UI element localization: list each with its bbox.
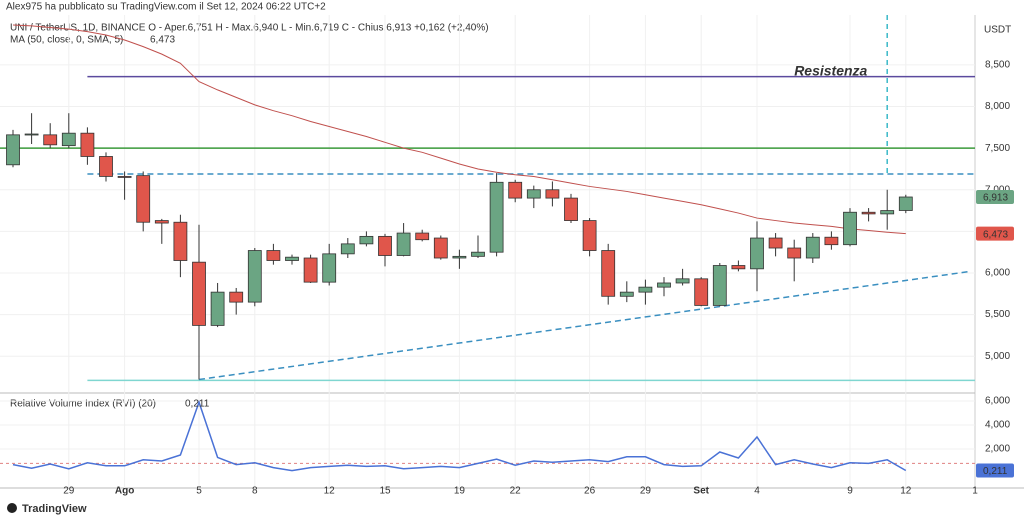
x-tick-label: 12	[324, 486, 336, 497]
x-tick-label: 15	[379, 486, 391, 497]
candle-body	[80, 132, 95, 157]
candle-body	[471, 251, 485, 257]
candle-body	[117, 176, 132, 178]
candle-body	[359, 235, 374, 245]
candle-body	[266, 250, 281, 261]
candle-body	[805, 236, 820, 259]
x-tick-label: 26	[584, 486, 596, 497]
candle-body	[154, 220, 169, 224]
x-tick-label: 1	[972, 486, 978, 497]
x-tick-label: 8	[252, 486, 258, 497]
candle-body	[192, 261, 206, 326]
symbol-legend: UNI / TetherUS, 1D, BINANCE O - Aper.6,7…	[10, 23, 489, 34]
candle-body	[750, 237, 764, 270]
brand: TradingView	[22, 503, 87, 515]
y-unit: USDT	[984, 25, 1011, 36]
x-tick-label: 19	[454, 486, 466, 497]
x-tick-label: 9	[847, 486, 853, 497]
candle-body	[303, 257, 318, 283]
y-tick-label: 5,500	[985, 309, 1010, 320]
candle-body	[712, 265, 727, 306]
y-tick-label: 6,000	[985, 396, 1010, 407]
candle-body	[61, 132, 76, 147]
x-tick-label: 22	[510, 486, 522, 497]
candle-body	[99, 156, 113, 177]
ma-value: 6,473	[150, 35, 175, 46]
candle-body	[508, 181, 523, 199]
logo	[7, 503, 17, 513]
candle-body	[285, 256, 299, 261]
price-badge-label: 0,211	[983, 466, 1008, 477]
x-tick-label: 4	[754, 486, 760, 497]
author-line: Alex975 ha pubblicato su TradingView.com…	[6, 2, 326, 13]
price-badge-label: 6,913	[983, 193, 1008, 204]
candle-body	[619, 291, 634, 297]
candle-body	[415, 232, 430, 241]
y-tick-label: 7,500	[985, 143, 1010, 154]
candle-body	[136, 175, 151, 223]
candle-body	[24, 133, 39, 136]
x-tick-label: 29	[63, 486, 75, 497]
candle-body	[861, 211, 876, 215]
candle-body	[210, 291, 225, 326]
y-tick-label: 5,000	[985, 351, 1010, 362]
candle-body	[526, 189, 541, 199]
candle-body	[247, 250, 262, 303]
candle-body	[582, 220, 597, 251]
price-badge-label: 6,473	[983, 229, 1008, 240]
candle-body	[452, 255, 467, 259]
x-tick-label: 29	[640, 486, 652, 497]
candle-body	[787, 247, 802, 259]
x-tick-label: 5	[196, 486, 202, 497]
candle-body	[601, 250, 616, 297]
y-tick-label: 8,500	[985, 60, 1010, 71]
candle-body	[824, 236, 839, 246]
y-tick-label: 7,000	[985, 184, 1010, 195]
ma-legend: MA (50, close, 0, SMA, 5)	[10, 35, 123, 46]
x-tick-label: Ago	[115, 486, 134, 497]
candle-body	[675, 278, 690, 284]
candle-body	[433, 237, 448, 259]
candle-body	[843, 211, 857, 246]
candle-body	[173, 221, 188, 261]
candle-body	[564, 197, 578, 221]
x-tick-label: Set	[693, 486, 709, 497]
ma-line	[12, 24, 906, 235]
candle-body	[322, 253, 337, 283]
x-tick-label: 12	[900, 486, 912, 497]
rvi-line	[12, 399, 907, 472]
y-tick-label: 4,000	[985, 420, 1010, 431]
candle-body	[378, 235, 392, 256]
y-tick-label: 6,000	[985, 268, 1010, 279]
price-badge	[976, 190, 1014, 205]
candle-body	[638, 286, 653, 293]
annotation: Resistenza	[794, 62, 867, 78]
y-tick-label: 8,000	[985, 101, 1010, 112]
candle-body	[694, 278, 709, 306]
candle-body	[545, 189, 560, 199]
candle-body	[898, 196, 913, 211]
candle-body	[657, 282, 671, 288]
candle-body	[880, 210, 895, 215]
candle-body	[396, 232, 411, 256]
rvi-legend: Relative Volume Index (RVI) (20)	[10, 399, 156, 410]
candle-body	[340, 243, 355, 255]
rvi-value: 0,211	[185, 399, 210, 410]
candle-body	[489, 181, 504, 253]
price-badge	[976, 226, 1014, 241]
candle-body	[6, 134, 20, 166]
candle-body	[768, 237, 783, 249]
candle-body	[43, 134, 58, 146]
candle-body	[731, 265, 746, 270]
candle-body	[229, 291, 244, 303]
y-tick-label: 2,000	[985, 444, 1010, 455]
price-badge	[976, 463, 1014, 478]
